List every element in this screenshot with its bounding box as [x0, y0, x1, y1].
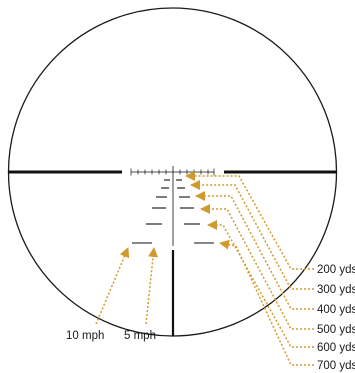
drop-bars	[132, 179, 214, 244]
callout-700	[219, 239, 314, 366]
range-label-400: 400 yds	[317, 304, 355, 316]
range-label-500: 500 yds	[317, 324, 355, 336]
callout-600	[207, 220, 314, 348]
range-label-300: 300 yds	[317, 284, 355, 296]
callout-200	[185, 171, 314, 270]
wind-callouts	[95, 247, 159, 325]
range-callouts	[185, 171, 314, 366]
callout-5mph	[145, 247, 159, 325]
wind-label-5mph: 5 mph	[124, 330, 156, 342]
range-label-200: 200 yds	[317, 264, 355, 276]
callout-400	[195, 191, 314, 310]
range-label-700: 700 yds	[317, 360, 355, 372]
callout-500	[200, 204, 314, 330]
callout-10mph	[95, 247, 130, 325]
range-label-600: 600 yds	[317, 342, 355, 354]
wind-label-10mph: 10 mph	[66, 330, 104, 342]
